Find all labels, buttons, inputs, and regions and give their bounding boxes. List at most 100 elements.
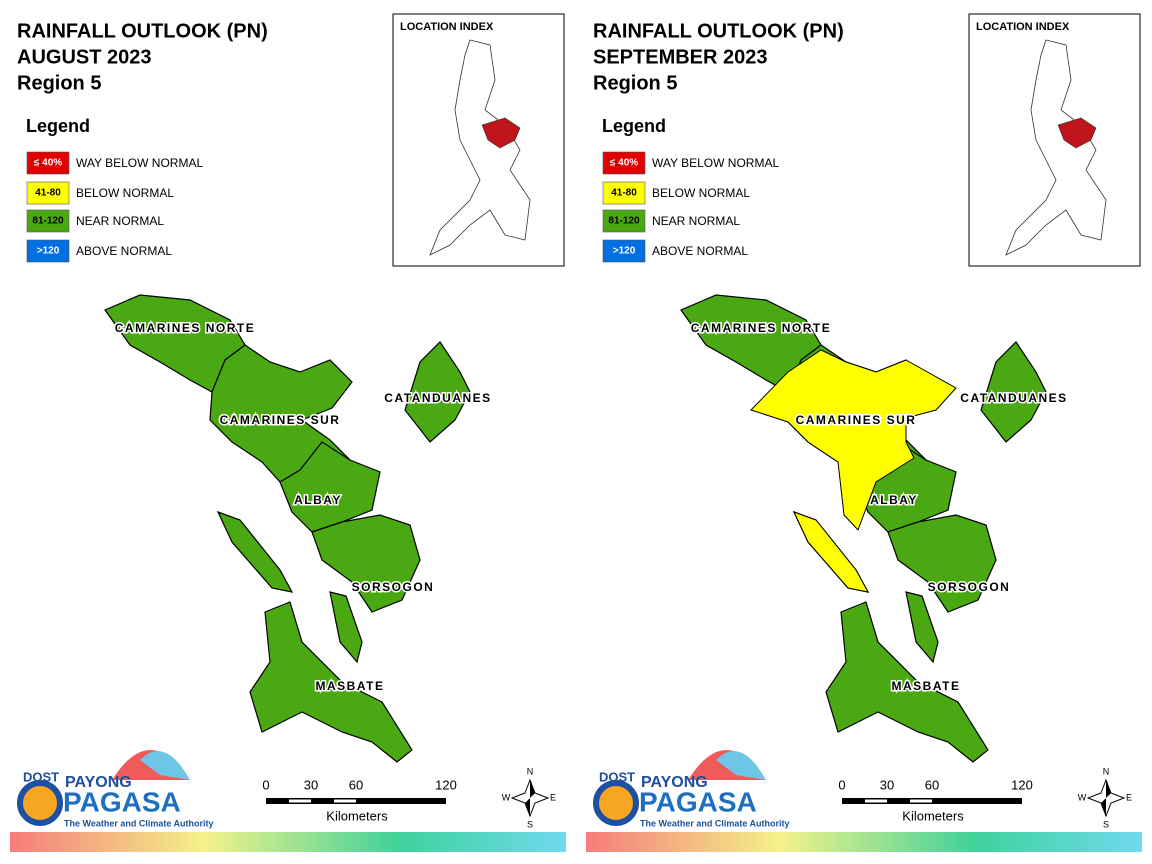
compass-letter: S [527, 819, 533, 829]
color-band [10, 832, 566, 852]
compass-letter: E [550, 792, 556, 802]
legend-swatch [602, 151, 646, 175]
compass-letter: W [1078, 792, 1087, 802]
province-shape [825, 601, 989, 763]
legend-label: NEAR NORMAL [652, 214, 740, 228]
province-shape [329, 591, 363, 664]
panel: RAINFALL OUTLOOK (PN) SEPTEMBER 2023 Regio… [593, 13, 1141, 829]
province-label: CAMARINES SUR [796, 413, 917, 427]
legend-code: ≤ 40% [610, 158, 638, 169]
inset-title: LOCATION INDEX [976, 21, 1070, 33]
legend-code: >120 [613, 246, 636, 257]
title-line: RAINFALL OUTLOOK (PN) [593, 20, 844, 42]
logo-umbrella [140, 751, 190, 780]
title-line: Region 5 [593, 72, 677, 94]
legend-title: Legend [602, 116, 666, 136]
legend-swatch [26, 209, 70, 233]
scale-label: 30 [304, 777, 318, 792]
legend-code: 81-120 [608, 216, 640, 227]
logo-tagline: The Weather and Climate Authority [640, 818, 790, 828]
logo-payong: PAYONG [65, 774, 132, 791]
region-highlight [1057, 117, 1097, 149]
compass-rose [1101, 780, 1111, 816]
scale-segment [865, 799, 887, 803]
province-shape [887, 514, 997, 613]
legend-swatch [26, 239, 70, 263]
legend-code: 81-120 [32, 216, 64, 227]
legend-code: 41-80 [35, 188, 61, 199]
province-shape [905, 591, 939, 664]
scale-segment [289, 799, 311, 803]
logo-umbrella [716, 751, 766, 780]
scale-segment [910, 799, 932, 803]
province-label: CATANDUANES [960, 391, 1067, 405]
compass-letter: N [1103, 766, 1110, 776]
logo-payong: PAYONG [641, 774, 708, 791]
province-label: SORSOGON [928, 580, 1011, 594]
legend-code: >120 [37, 246, 60, 257]
province-label: CAMARINES NORTE [691, 321, 832, 335]
legend-swatch [602, 181, 646, 205]
legend-label: WAY BELOW NORMAL [76, 156, 203, 170]
logo-pagasa: PAGASA [63, 786, 181, 817]
scale-unit: Kilometers [902, 808, 964, 823]
province-label: CATANDUANES [384, 391, 491, 405]
compass-letter: W [502, 792, 511, 802]
inset-title: LOCATION INDEX [400, 21, 494, 33]
title-line: Region 5 [17, 72, 101, 94]
compass-letter: N [527, 766, 534, 776]
province-label: ALBAY [294, 493, 342, 507]
panel: RAINFALL OUTLOOK (PN) AUGUST 2023 Region 5… [17, 13, 565, 829]
title-line: RAINFALL OUTLOOK (PN) [17, 20, 268, 42]
province-shape [404, 341, 471, 443]
province-label: MASBATE [316, 679, 385, 693]
province-shape [311, 514, 421, 613]
compass-letter: E [1126, 792, 1132, 802]
scale-segment [334, 799, 356, 803]
legend-code: ≤ 40% [34, 158, 62, 169]
province-shape [216, 510, 294, 593]
legend-label: BELOW NORMAL [76, 186, 174, 200]
legend-swatch [602, 239, 646, 263]
scale-label: 60 [349, 777, 363, 792]
title-line: AUGUST 2023 [17, 46, 152, 68]
scale-unit: Kilometers [326, 808, 388, 823]
legend-swatch [602, 209, 646, 233]
scale-label: 120 [1011, 777, 1033, 792]
compass-letter: S [1103, 819, 1109, 829]
scale-label: 120 [435, 777, 457, 792]
legend-label: BELOW NORMAL [652, 186, 750, 200]
legend-label: WAY BELOW NORMAL [652, 156, 779, 170]
logo-dost: DOST [599, 769, 635, 784]
province-label: MASBATE [892, 679, 961, 693]
legend-title: Legend [26, 116, 90, 136]
scale-label: 0 [838, 777, 845, 792]
title-line: SEPTEMBER 2023 [593, 46, 768, 68]
region-highlight [481, 117, 521, 149]
province-shape [279, 441, 381, 533]
logo-tagline: The Weather and Climate Authority [64, 818, 214, 828]
province-label: SORSOGON [352, 580, 435, 594]
legend-swatch [26, 151, 70, 175]
logo-pagasa: PAGASA [639, 786, 757, 817]
legend-swatch [26, 181, 70, 205]
scale-label: 30 [880, 777, 894, 792]
below-normal-area [750, 349, 957, 531]
legend-label: NEAR NORMAL [76, 214, 164, 228]
legend-label: ABOVE NORMAL [652, 244, 748, 258]
compass-rose [525, 780, 535, 816]
logo-seal [17, 780, 63, 826]
color-band [586, 832, 1142, 852]
logo-dost: DOST [23, 769, 59, 784]
logo-seal [593, 780, 639, 826]
province-label: CAMARINES SUR [220, 413, 341, 427]
legend-code: 41-80 [611, 188, 637, 199]
province-label: CAMARINES NORTE [115, 321, 256, 335]
province-shape [249, 601, 413, 763]
province-label: ALBAY [870, 493, 918, 507]
scale-label: 60 [925, 777, 939, 792]
below-normal-area [793, 511, 869, 593]
province-shape [980, 341, 1047, 443]
legend-label: ABOVE NORMAL [76, 244, 172, 258]
